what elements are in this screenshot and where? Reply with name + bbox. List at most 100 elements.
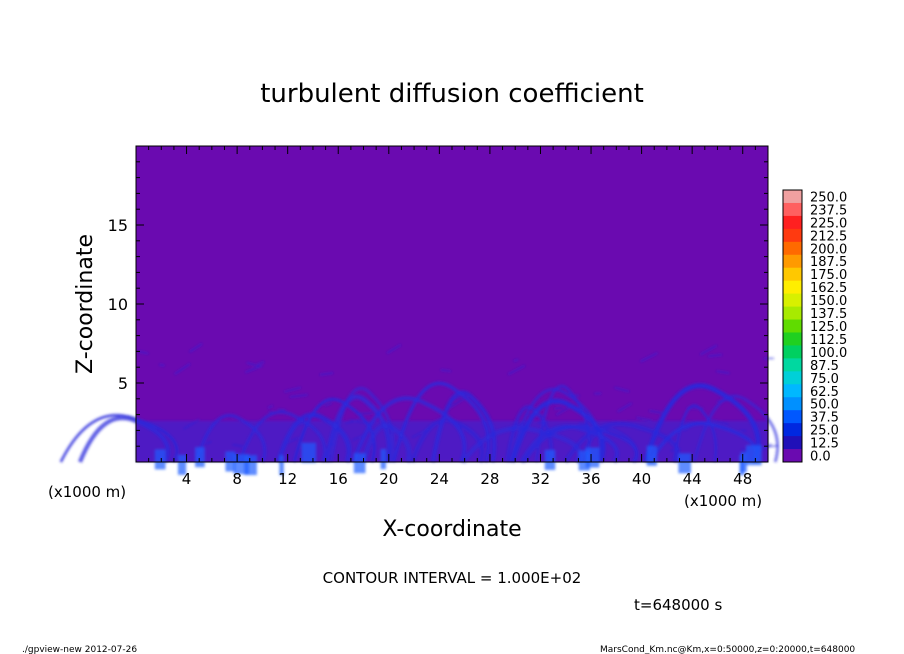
plume-arc xyxy=(323,394,392,463)
turbulence-filament xyxy=(174,363,191,375)
y-tick-label: 10 xyxy=(108,295,128,314)
turbulence-filament xyxy=(257,361,265,366)
turbulence-filament xyxy=(205,440,212,445)
colorbar-label: 100.0 xyxy=(810,346,847,361)
turbulence-filament xyxy=(284,386,301,393)
turbulence-filament xyxy=(245,364,263,374)
turbulence-filament xyxy=(700,344,718,356)
plume-arc xyxy=(276,412,352,463)
colorbar-swatch xyxy=(783,332,802,346)
plume-arc xyxy=(78,415,171,463)
surface-patch xyxy=(380,449,387,470)
turbulence-filament xyxy=(683,421,699,432)
turbulence-filament xyxy=(345,418,363,424)
turbulence-filament xyxy=(507,364,526,375)
colorbar-label: 87.5 xyxy=(810,359,839,374)
plume-arc xyxy=(351,396,467,463)
colorbar-label: 12.5 xyxy=(810,437,839,452)
colorbar-swatch xyxy=(783,423,802,437)
turbulence-filament xyxy=(138,350,149,355)
colorbar-swatch xyxy=(783,319,802,333)
colorbar-label: 50.0 xyxy=(810,398,839,413)
turbulence-filament xyxy=(308,413,321,418)
surface-patch xyxy=(301,442,317,463)
y-tick-label: 15 xyxy=(108,216,128,235)
turbulence-filament xyxy=(292,422,310,426)
surface-patch xyxy=(279,455,284,476)
surface-patch xyxy=(746,445,762,466)
turbulence-filament xyxy=(717,398,733,403)
x-tick-label: 24 xyxy=(430,470,449,488)
turbulence-filament xyxy=(670,448,681,452)
colorbar-label: 250.0 xyxy=(810,190,847,205)
colorbar-label: 212.5 xyxy=(810,229,847,244)
x-axis: 4 8 12 16 20 24 28 32 36 40 44 48 xyxy=(148,146,756,488)
turbulence-filament xyxy=(636,416,652,422)
x-unit-left: (x1000 m) xyxy=(48,483,126,501)
x-tick-label: 40 xyxy=(632,470,651,488)
colorbar-swatch xyxy=(783,254,802,269)
turbulence-field xyxy=(59,343,779,476)
turbulence-filament xyxy=(513,358,519,362)
x-tick-label: 4 xyxy=(182,470,192,488)
turbulence-filament xyxy=(386,344,402,354)
colorbar-swatch xyxy=(783,241,802,256)
colorbar-swatch xyxy=(783,449,802,463)
surface-patch xyxy=(244,455,257,476)
x-tick-label: 16 xyxy=(329,470,348,488)
surface-patch xyxy=(678,453,691,474)
time-label: t=648000 s xyxy=(634,596,722,614)
turbulence-filament xyxy=(267,405,274,409)
turbulence-filament xyxy=(614,386,630,393)
turbulence-filament xyxy=(507,422,522,431)
x-tick-label: 32 xyxy=(531,470,550,488)
x-tick-label: 48 xyxy=(733,470,752,488)
plume-arc xyxy=(673,404,717,463)
colorbar-label: 0.0 xyxy=(810,450,831,465)
turbulence-filament xyxy=(278,408,286,411)
chart-title: turbulent diffusion coefficient xyxy=(260,79,644,109)
turbulence-filament xyxy=(319,372,334,376)
turbulence-filament xyxy=(411,427,430,439)
colorbar-swatch xyxy=(783,280,802,295)
plume-arc xyxy=(534,384,591,463)
colorbar-label: 200.0 xyxy=(810,242,847,257)
y-axis: 5 10 15 xyxy=(108,161,768,447)
surface-patch xyxy=(544,449,556,470)
colorbar-swatch xyxy=(783,215,802,230)
plot-area xyxy=(59,145,779,476)
turbulence-filament xyxy=(640,352,658,363)
surface-patch xyxy=(353,453,366,474)
footer-program: ./gpview-new 2012-07-26 xyxy=(22,645,137,654)
turbulence-filament xyxy=(617,402,633,413)
colorbar-swatch xyxy=(783,228,802,243)
turbulence-filament xyxy=(648,409,664,414)
surface-patch xyxy=(177,454,187,475)
x-tick-label: 12 xyxy=(278,470,297,488)
contour-interval: CONTOUR INTERVAL = 1.000E+02 xyxy=(323,569,582,587)
plume-arc xyxy=(643,383,761,463)
y-axis-label: Z-coordinate xyxy=(73,234,98,374)
colorbar-swatch xyxy=(783,190,802,204)
colorbar-swatch xyxy=(783,306,802,320)
colorbar-label: 75.0 xyxy=(810,372,839,387)
plume-arc xyxy=(329,387,395,463)
plume-arc xyxy=(194,413,267,463)
turbulence-filament xyxy=(710,419,729,426)
turbulence-filament xyxy=(330,443,335,446)
colorbar-label: 37.5 xyxy=(810,411,839,426)
surface-patch xyxy=(646,445,657,466)
turbulence-filament xyxy=(189,343,203,353)
colorbar-label: 150.0 xyxy=(810,294,847,309)
colorbar-swatch xyxy=(783,384,802,398)
x-tick-label: 44 xyxy=(683,470,702,488)
colorbar-label: 225.0 xyxy=(810,216,847,231)
colorbar-label: 62.5 xyxy=(810,385,839,400)
surface-patch xyxy=(578,450,591,471)
plume-arc xyxy=(361,423,412,463)
colorbar-label: 112.5 xyxy=(810,333,847,348)
footer-source: MarsCond_Km.nc@Km,x=0:50000,z=0:20000,t=… xyxy=(600,645,855,654)
surface-patch xyxy=(195,447,205,468)
turbulence-filament xyxy=(554,400,567,405)
